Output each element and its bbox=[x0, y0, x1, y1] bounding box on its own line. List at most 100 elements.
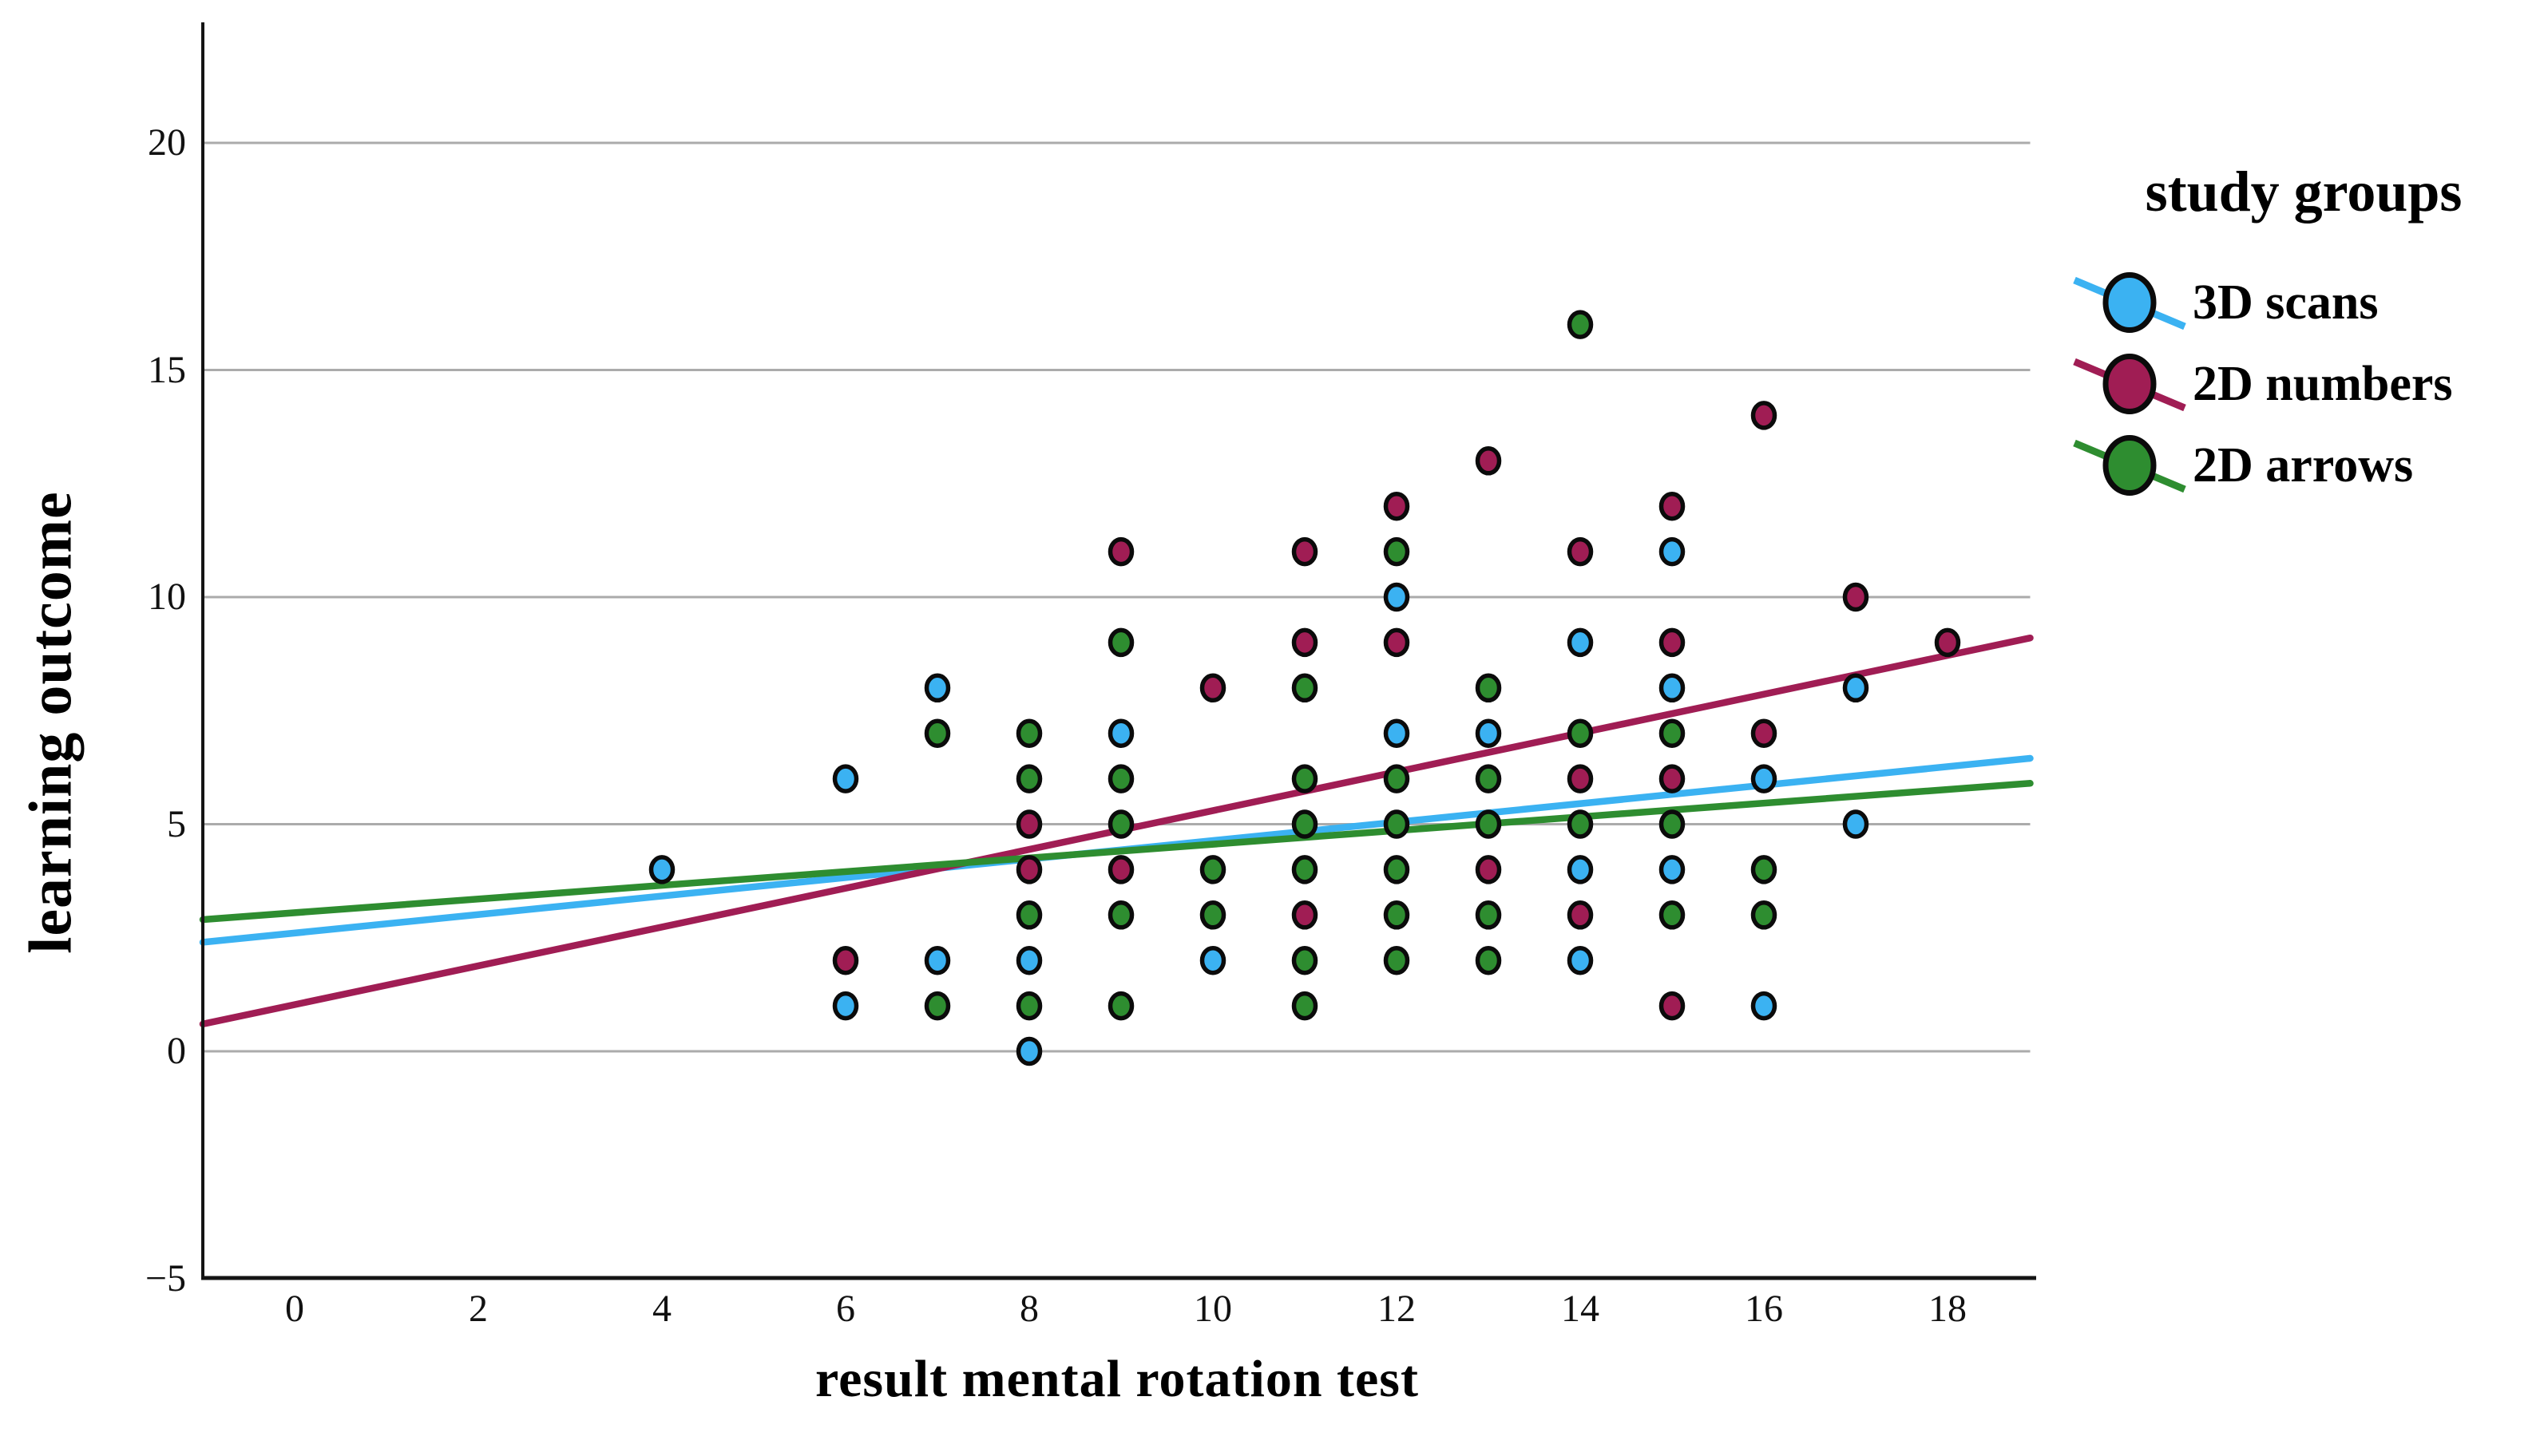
data-point bbox=[1383, 900, 1410, 930]
x-tick-label: 6 bbox=[836, 1288, 855, 1330]
y-tick-label: 20 bbox=[148, 121, 186, 164]
x-tick-label: 10 bbox=[1194, 1288, 1232, 1330]
data-point bbox=[1199, 855, 1226, 884]
data-point bbox=[1658, 673, 1686, 703]
data-point bbox=[1108, 718, 1135, 748]
data-point bbox=[1750, 991, 1777, 1021]
data-point bbox=[1658, 809, 1686, 839]
data-point bbox=[1475, 446, 1502, 476]
data-point bbox=[832, 945, 859, 975]
data-point bbox=[1567, 764, 1594, 793]
data-point bbox=[1291, 991, 1318, 1021]
data-point bbox=[1108, 536, 1135, 567]
x-tick-label: 0 bbox=[285, 1288, 304, 1330]
legend-marker-icon bbox=[2073, 435, 2186, 496]
data-point bbox=[1291, 809, 1318, 839]
data-point bbox=[1475, 718, 1502, 748]
y-axis-title: learning outcome bbox=[17, 491, 85, 954]
data-point bbox=[1383, 627, 1410, 658]
data-point bbox=[1658, 536, 1686, 567]
x-tick-label: 18 bbox=[1928, 1288, 1967, 1330]
data-point bbox=[1567, 718, 1594, 748]
data-point bbox=[1383, 536, 1410, 567]
data-point bbox=[648, 855, 676, 884]
data-point bbox=[1291, 536, 1318, 567]
y-tick-label: 0 bbox=[167, 1030, 186, 1072]
y-tick-label: 5 bbox=[167, 802, 186, 845]
data-point bbox=[1567, 627, 1594, 658]
scatter-dot-icon bbox=[2102, 272, 2157, 333]
data-point bbox=[1567, 809, 1594, 839]
data-point bbox=[1383, 945, 1410, 975]
data-point bbox=[1658, 491, 1686, 521]
data-point bbox=[1016, 1036, 1043, 1066]
data-point bbox=[1750, 764, 1777, 793]
data-point bbox=[1383, 764, 1410, 793]
legend-item-2d-numbers: 2D numbers bbox=[2068, 344, 2539, 424]
data-point bbox=[1383, 718, 1410, 748]
data-point bbox=[832, 764, 859, 793]
data-point bbox=[1016, 809, 1043, 839]
data-point bbox=[1291, 673, 1318, 703]
data-point bbox=[1567, 855, 1594, 884]
data-point bbox=[924, 718, 951, 748]
data-point bbox=[832, 991, 859, 1021]
data-point bbox=[1016, 945, 1043, 975]
data-point bbox=[1934, 627, 1961, 658]
scatter-dot-icon bbox=[2102, 354, 2157, 414]
data-point bbox=[1108, 991, 1135, 1021]
data-point bbox=[1383, 491, 1410, 521]
y-tick-label: 15 bbox=[148, 348, 186, 391]
legend-item-3d-scans: 3D scans bbox=[2068, 263, 2539, 342]
data-point bbox=[1567, 310, 1594, 339]
legend-item-2d-arrows: 2D arrows bbox=[2068, 425, 2539, 505]
x-tick-label: 16 bbox=[1745, 1288, 1783, 1330]
data-point bbox=[1108, 900, 1135, 930]
data-point bbox=[1475, 764, 1502, 793]
data-point bbox=[1842, 809, 1869, 839]
data-point bbox=[1842, 673, 1869, 703]
data-point bbox=[1016, 855, 1043, 884]
data-point bbox=[1750, 900, 1777, 930]
data-point bbox=[1475, 855, 1502, 884]
data-point bbox=[1291, 855, 1318, 884]
data-point bbox=[1658, 764, 1686, 793]
data-point bbox=[1842, 582, 1869, 612]
data-point bbox=[1199, 945, 1226, 975]
data-point bbox=[1750, 855, 1777, 884]
data-point bbox=[1475, 673, 1502, 703]
data-point bbox=[1750, 718, 1777, 748]
data-point bbox=[1291, 945, 1318, 975]
legend: study groups 3D scans 2D numbers 2D arro… bbox=[2068, 148, 2539, 507]
data-point bbox=[1291, 627, 1318, 658]
data-point bbox=[924, 991, 951, 1021]
y-tick-label: −5 bbox=[145, 1256, 186, 1300]
data-point bbox=[1750, 401, 1777, 430]
data-point bbox=[1199, 900, 1226, 930]
legend-label: 2D numbers bbox=[2193, 356, 2453, 411]
trend-line-2d-arrows bbox=[199, 780, 2034, 924]
x-tick-label: 4 bbox=[652, 1288, 672, 1330]
legend-title: study groups bbox=[2145, 160, 2463, 224]
data-point bbox=[1567, 945, 1594, 975]
data-point bbox=[1567, 900, 1594, 930]
data-point bbox=[1658, 991, 1686, 1021]
data-point bbox=[1567, 536, 1594, 567]
legend-marker-icon bbox=[2073, 354, 2186, 414]
data-point bbox=[1383, 855, 1410, 884]
data-point bbox=[1658, 900, 1686, 930]
data-point bbox=[1016, 718, 1043, 748]
data-point bbox=[1108, 627, 1135, 658]
data-point bbox=[1475, 809, 1502, 839]
data-point bbox=[1383, 809, 1410, 839]
data-point bbox=[924, 945, 951, 975]
y-tick-label: 10 bbox=[148, 576, 186, 618]
scatter-dot-icon bbox=[2102, 435, 2157, 496]
legend-marker-icon bbox=[2073, 272, 2186, 333]
data-point bbox=[1658, 718, 1686, 748]
data-point bbox=[1475, 945, 1502, 975]
x-tick-label: 8 bbox=[1020, 1288, 1039, 1330]
data-point bbox=[1658, 627, 1686, 658]
legend-label: 2D arrows bbox=[2193, 437, 2414, 493]
